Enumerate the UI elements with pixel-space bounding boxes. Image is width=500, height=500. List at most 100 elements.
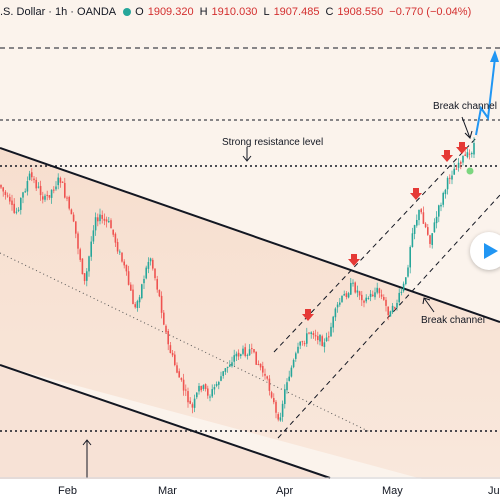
candle-body xyxy=(134,304,136,308)
candle-body xyxy=(202,385,205,389)
candle-body xyxy=(367,298,370,300)
resistance-arrow-head xyxy=(242,155,252,162)
candle-body xyxy=(255,351,257,365)
candle-body xyxy=(11,200,13,205)
candle-body xyxy=(108,221,110,223)
candle-body xyxy=(308,332,310,334)
candle-body xyxy=(233,355,235,362)
play-button[interactable] xyxy=(470,232,500,270)
candle-body xyxy=(174,354,176,366)
candle-body xyxy=(42,196,44,200)
candle-body xyxy=(427,227,429,235)
candle-body xyxy=(259,363,262,368)
candle-body xyxy=(266,376,268,379)
candle-body xyxy=(251,348,253,350)
red-down-arrow xyxy=(348,254,360,266)
candle-body xyxy=(314,335,317,337)
close-value: 1908.550 xyxy=(337,6,384,18)
candle-body xyxy=(189,400,191,404)
candle-body xyxy=(79,249,81,260)
upper-break-arrow xyxy=(461,116,471,139)
candle-body xyxy=(457,162,460,168)
candle-body xyxy=(341,295,343,302)
candle-body xyxy=(59,178,62,183)
candle-body xyxy=(158,289,161,297)
candle-body xyxy=(72,214,75,222)
channel-mid-line xyxy=(0,252,371,433)
candle-body xyxy=(193,398,196,408)
candle-body xyxy=(187,391,189,403)
candle-body xyxy=(110,220,112,229)
candle-body xyxy=(442,192,444,205)
candle-body xyxy=(460,161,462,164)
candle-body xyxy=(154,268,156,279)
candle-body xyxy=(213,387,216,390)
candle-body xyxy=(257,364,260,366)
candle-body xyxy=(77,233,79,249)
candle-body xyxy=(28,173,31,180)
candle-body xyxy=(185,389,187,391)
candle-body xyxy=(209,396,211,398)
candle-body xyxy=(222,371,224,376)
change-value: −0.770 (−0.04%) xyxy=(389,6,472,18)
candle-body xyxy=(220,376,222,381)
candle-body xyxy=(215,383,218,386)
bottom-up-arrow-head xyxy=(82,439,92,446)
candle-body xyxy=(176,365,178,373)
candle-body xyxy=(99,214,101,222)
candle-body xyxy=(328,336,330,338)
candle-body xyxy=(224,368,227,372)
candle-body xyxy=(229,364,231,367)
candle-body xyxy=(407,267,409,277)
candle-body xyxy=(444,189,447,195)
candle-body xyxy=(114,233,117,243)
candle-body xyxy=(420,209,422,213)
candle-body xyxy=(394,307,396,309)
red-down-arrow xyxy=(302,309,314,321)
candles-layer xyxy=(0,137,475,422)
candle-body xyxy=(6,195,9,197)
candle-body xyxy=(424,223,427,228)
candle-body xyxy=(301,341,304,343)
candle-body xyxy=(429,235,431,244)
candle-body xyxy=(211,389,213,397)
candle-body xyxy=(240,354,242,356)
candle-body xyxy=(138,297,141,303)
candle-body xyxy=(141,284,143,299)
red-down-arrow xyxy=(441,150,453,162)
candle-body xyxy=(92,230,95,242)
candle-body xyxy=(160,295,163,313)
candle-body xyxy=(112,229,114,235)
candle-body xyxy=(464,154,466,156)
candle-body xyxy=(248,349,251,356)
candle-body xyxy=(402,283,405,292)
open-value: 1909.320 xyxy=(147,6,194,18)
candle-body xyxy=(451,175,453,180)
candle-body xyxy=(286,382,288,391)
candle-body xyxy=(61,181,64,183)
candle-body xyxy=(149,258,152,262)
candle-body xyxy=(290,367,293,377)
candle-body xyxy=(422,212,425,224)
channel-lower-line xyxy=(0,364,331,479)
red-arrow-markers xyxy=(302,142,468,321)
red-down-arrow xyxy=(456,142,468,154)
candle-body xyxy=(376,287,378,293)
candle-body xyxy=(167,331,169,345)
candle-body xyxy=(31,172,33,178)
candle-body xyxy=(121,252,123,262)
channel-upper-line xyxy=(0,147,500,323)
candle-body xyxy=(284,389,286,405)
candle-body xyxy=(196,392,198,398)
candle-body xyxy=(116,242,119,252)
candle-body xyxy=(119,251,121,253)
symbol-header: .S. Dollar · 1h · OANDA O 1909.320 H 1910.… xyxy=(0,0,500,24)
candle-body xyxy=(435,216,438,224)
candle-body xyxy=(387,306,389,316)
candle-body xyxy=(169,345,172,354)
candle-body xyxy=(268,378,271,391)
x-tick-mar: Mar xyxy=(158,485,177,497)
candle-body xyxy=(332,316,334,328)
candle-body xyxy=(281,403,284,417)
